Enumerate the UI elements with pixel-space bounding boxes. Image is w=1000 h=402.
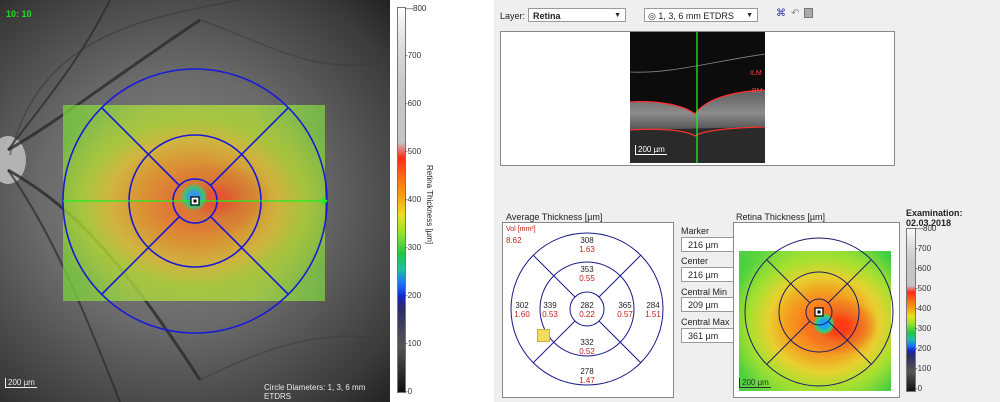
grid-select-value: 1, 3, 6 mm ETDRS: [658, 11, 734, 21]
center-label: Center: [681, 256, 709, 266]
undo-icon[interactable]: ↶: [791, 8, 800, 19]
central-max-label: Central Max: [681, 317, 730, 327]
vol-label: Vol [mm³]: [506, 226, 536, 233]
scale-title-left: Retina Thickness [µm]: [425, 165, 434, 245]
fundus-scale-label: 200 µm: [5, 378, 37, 388]
average-thickness-title: Average Thickness [µm]: [506, 212, 603, 222]
thickness-heatmap: [739, 251, 891, 391]
layer-select-value: Retina: [533, 11, 561, 21]
map-color-scale: [906, 228, 916, 392]
bscan-layers: [630, 32, 765, 163]
layer-label: Layer:: [500, 11, 526, 21]
etdrs-grid-diagram[interactable]: [502, 222, 672, 396]
retina-thickness-title: Retina Thickness [µm]: [736, 212, 826, 222]
etdrs-grid-overlay[interactable]: [0, 0, 390, 402]
overlay-label: 10: 10: [6, 9, 32, 19]
central-min-label: Central Min: [681, 287, 728, 297]
bm-label: BM: [752, 88, 763, 95]
average-thickness-panel: [502, 222, 674, 398]
sector-center: 282 0.22: [579, 301, 595, 319]
thickness-color-scale: [397, 7, 406, 393]
sector-inner-left: 339 0.53: [542, 301, 558, 319]
vol-value: 8.62: [506, 236, 522, 245]
scale-ticks-left: —800 -700 -600 -500 -400 -300 -200 -100 …: [405, 4, 427, 396]
layer-select[interactable]: Retina ▼: [528, 8, 626, 22]
bscan-scale-label: 200 µm: [635, 145, 667, 155]
fundus-image[interactable]: 10: 10 200 µm Circle Diameters: 1, 3, 6 …: [0, 0, 390, 402]
grid-icon: ◎: [648, 11, 656, 21]
color-swatch: [537, 329, 550, 342]
sector-outer-top: 308 1.63: [579, 236, 595, 254]
grid-select[interactable]: ◎ 1, 3, 6 mm ETDRS ▼: [644, 8, 758, 22]
sector-inner-top: 353 0.55: [579, 265, 595, 283]
marker-label: Marker: [681, 226, 710, 236]
sector-outer-left: 302 1.60: [514, 301, 530, 319]
circle-diameter-caption: Circle Diameters: 1, 3, 6 mm ETDRS: [264, 383, 366, 401]
chevron-down-icon: ▼: [746, 12, 753, 19]
bscan-image[interactable]: ILM BM 200 µm: [630, 32, 765, 163]
heatmap-grid: [744, 237, 894, 387]
sector-outer-right: 284 1.51: [645, 301, 661, 319]
sector-outer-bottom: 278 1.47: [579, 367, 595, 385]
sector-inner-bottom: 332 0.52: [579, 338, 595, 356]
examination-date: Examination: 02.03.2018: [906, 208, 963, 228]
retina-thickness-map[interactable]: 200 µm: [733, 222, 900, 398]
sector-inner-right: 365 0.57: [617, 301, 633, 319]
chevron-down-icon: ▼: [614, 12, 621, 19]
scale-ticks-right: —800 -700 -600 -500 -400 -300 -200 -100 …: [915, 224, 937, 393]
ilm-label: ILM: [750, 70, 762, 77]
map-scale-label: 200 µm: [739, 378, 771, 388]
save-icon[interactable]: [804, 8, 813, 18]
expand-icon[interactable]: ⌘: [776, 8, 786, 19]
